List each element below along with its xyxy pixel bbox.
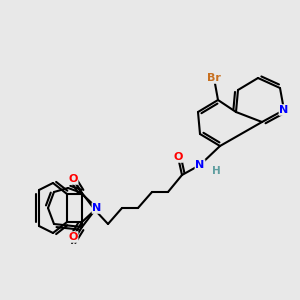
Text: N: N <box>92 203 102 213</box>
Text: O: O <box>68 232 78 242</box>
Text: O: O <box>68 174 78 184</box>
Text: N: N <box>279 105 289 115</box>
Text: N: N <box>195 160 205 170</box>
Text: Br: Br <box>207 73 221 83</box>
Text: O: O <box>173 152 183 162</box>
Text: H: H <box>212 166 220 176</box>
